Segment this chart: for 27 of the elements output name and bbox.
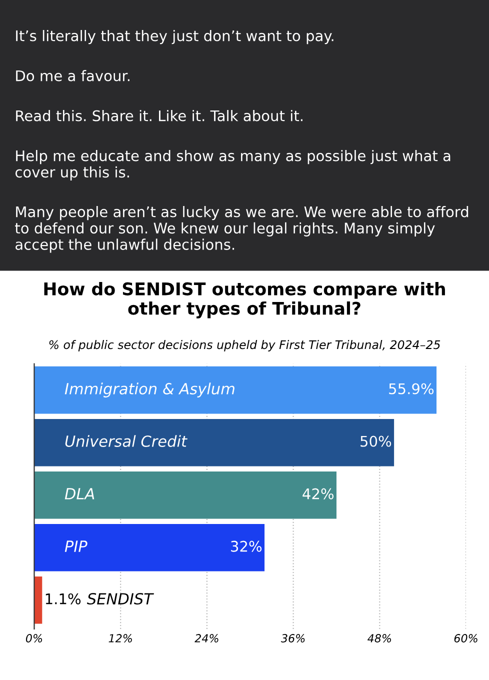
y-tick-label: DLA bbox=[64, 488, 94, 500]
x-tick-label: 36% bbox=[280, 634, 305, 642]
data-label: 50% bbox=[360, 436, 392, 447]
y-tick-label: SENDIST bbox=[87, 592, 154, 605]
bar bbox=[34, 471, 336, 519]
bar bbox=[34, 366, 437, 414]
text: Do me a favour. bbox=[16, 70, 130, 82]
text: Help me educate and show as many as possible just what a cover up this is. bbox=[15, 150, 450, 180]
y-tick-label: Universal Credit bbox=[65, 435, 188, 448]
x-tick-label: 24% bbox=[194, 634, 218, 642]
x-tick-label: 48% bbox=[368, 634, 391, 642]
data-label: 1.1% bbox=[46, 593, 81, 604]
text: Many people aren’t as lucky as we are. We were able to afford to defend our son. We knew our legal rights. Many simply accept the unlawful decisions. bbox=[15, 206, 468, 253]
x-tick-label: 12% bbox=[108, 634, 132, 642]
text: Read this. Share it. Like it. Talk about it. bbox=[16, 110, 302, 122]
data-label: 32% bbox=[231, 540, 262, 552]
y-tick-label: Immigration & Asylum bbox=[64, 382, 234, 398]
chart-title: How do SENDIST outcomes compare with other types of Tribunal? bbox=[44, 282, 445, 318]
chart-subtitle: % of public sector decisions upheld by First Tier Tribunal, 2024–25 bbox=[49, 340, 440, 352]
y-tick-label: PIP bbox=[64, 540, 88, 552]
text: It’s literally that they just don’t want to pay. bbox=[16, 30, 334, 44]
bar bbox=[34, 418, 394, 466]
x-tick-label: 0% bbox=[26, 634, 42, 642]
data-label: 42% bbox=[302, 488, 334, 500]
bar bbox=[34, 524, 265, 572]
x-tick-label: 60% bbox=[454, 634, 478, 642]
data-label: 55.9% bbox=[389, 383, 434, 394]
